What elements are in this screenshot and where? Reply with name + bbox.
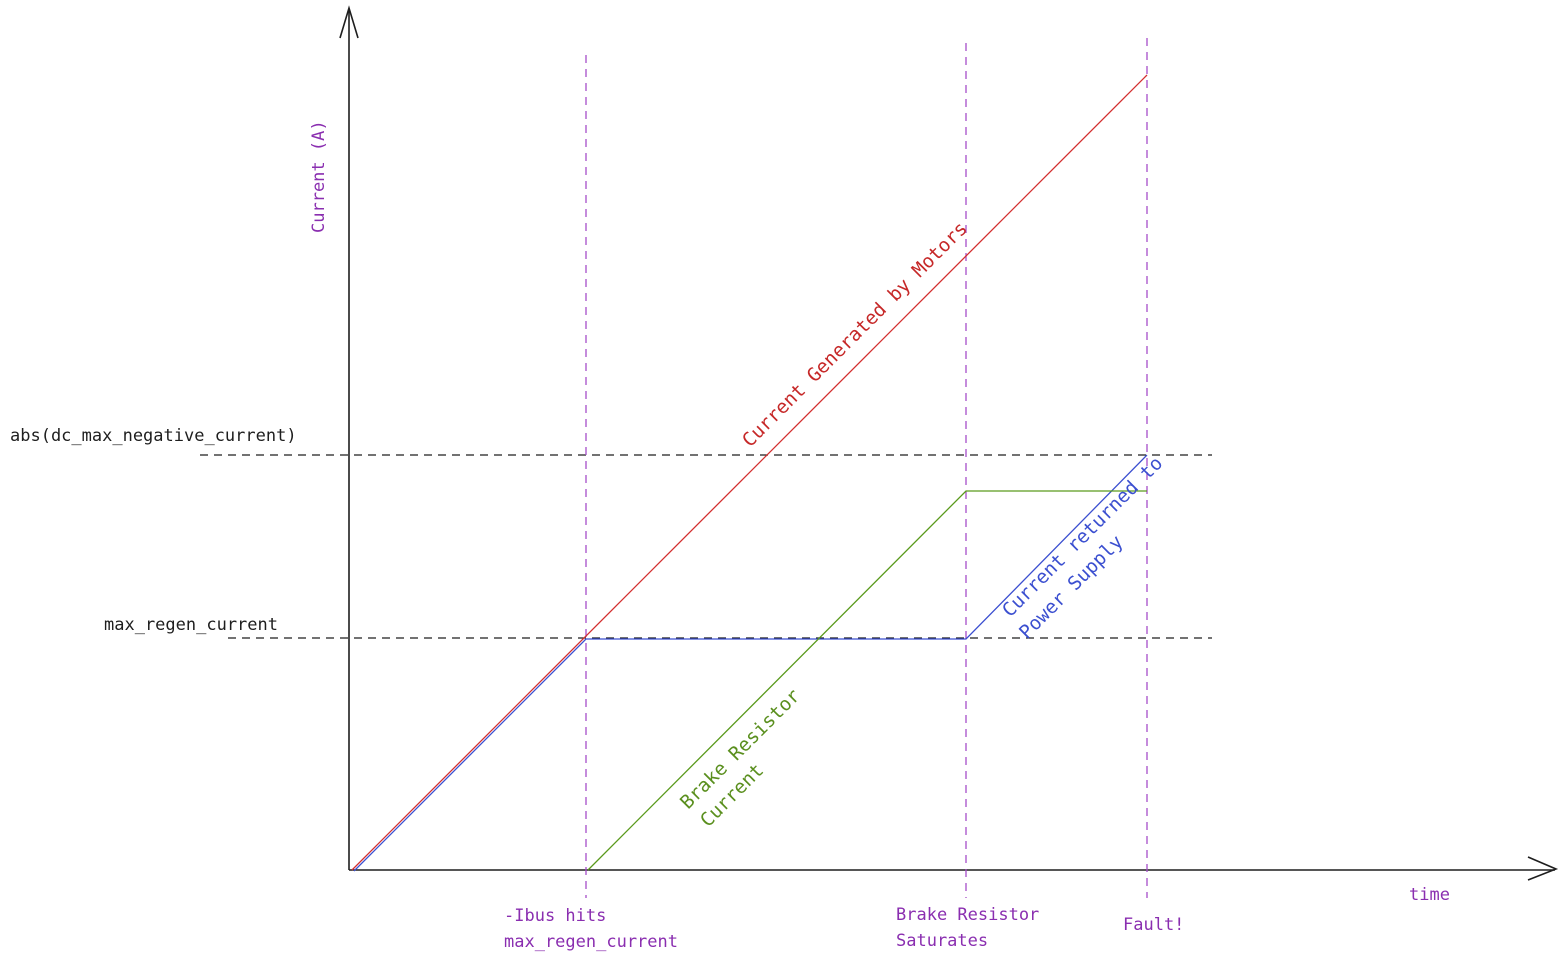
event-lines [585,38,1148,898]
fault-label: Fault! [1123,915,1184,935]
x-axis-arrowhead [1527,856,1559,881]
axes [339,5,1559,881]
dc-max-negative-label: abs(dc_max_negative_current) [10,426,297,446]
brake-resistor-current-curve [587,490,1147,871]
motors-curve-label: Current Generated by Motors [738,218,972,452]
curves [351,74,1148,872]
power-supply-label-line1: Current returned to [998,452,1167,621]
brake-saturates-label-line2: Saturates [896,931,988,951]
y-axis-label: Current (A) [309,120,329,233]
x-axis-label: time [1409,885,1450,905]
y-axis-arrowhead [339,5,359,39]
max-regen-label: max_regen_current [104,615,278,635]
motors-current-curve [351,74,1148,871]
threshold-lines [200,454,1212,639]
ibus-hits-label-line2: max_regen_current [504,932,678,952]
power-supply-current-curve [353,454,1148,872]
ibus-hits-label-line1: -Ibus hits [504,906,606,926]
brake-saturates-label-line1: Brake Resistor [896,905,1039,925]
